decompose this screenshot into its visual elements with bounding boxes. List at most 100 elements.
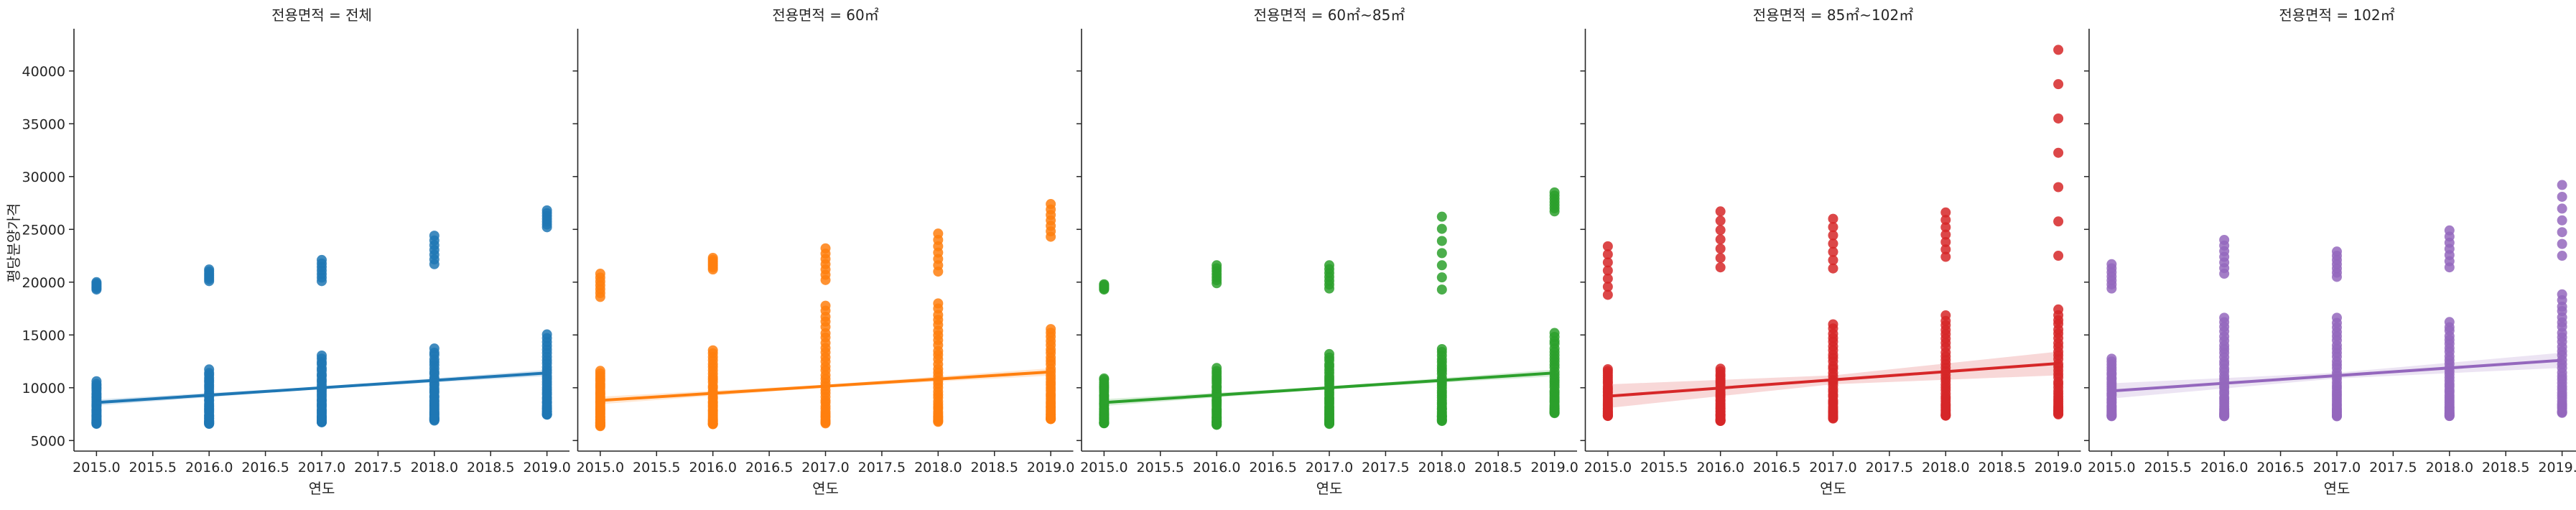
data-point bbox=[1940, 222, 1951, 233]
data-point bbox=[1715, 363, 1726, 374]
facet-panel-4: 전용면적 = 85㎡~102㎡ 2015.0 2015.5 2016.0 2016.5 2… bbox=[1580, 6, 2082, 497]
data-point bbox=[707, 252, 718, 263]
data-point bbox=[1099, 373, 1110, 384]
data-point bbox=[2557, 289, 2567, 300]
regression-line bbox=[2111, 358, 2562, 393]
data-point bbox=[1602, 241, 1613, 251]
data-point bbox=[1828, 238, 1838, 249]
data-point bbox=[2444, 317, 2455, 328]
x-tick-label: 2017.5 bbox=[1362, 460, 1409, 476]
data-point bbox=[1212, 260, 1222, 271]
x-tick-label: 2015.0 bbox=[1080, 460, 1127, 476]
x-tick-label: 2016.0 bbox=[689, 460, 736, 476]
data-point bbox=[1828, 213, 1838, 224]
data-point bbox=[1436, 260, 1447, 271]
x-axis-label: 연도 bbox=[812, 480, 839, 497]
regression-line bbox=[1104, 371, 1555, 404]
x-tick-label: 2018.5 bbox=[970, 460, 1018, 476]
data-point bbox=[1940, 229, 1951, 240]
x-tick-label: 2016.5 bbox=[241, 460, 289, 476]
x-tick-label: 2017.5 bbox=[354, 460, 401, 476]
x-tick-label: 2018.5 bbox=[1978, 460, 2025, 476]
data-point bbox=[1602, 282, 1613, 292]
data-point bbox=[1828, 319, 1838, 330]
data-point bbox=[2106, 353, 2117, 364]
x-tick-label: 2016.0 bbox=[2200, 460, 2248, 476]
data-point bbox=[1715, 225, 1726, 236]
data-point bbox=[1436, 211, 1447, 222]
x-tick-label: 2017.0 bbox=[298, 460, 345, 476]
data-point bbox=[1099, 279, 1110, 289]
facet-panel-1: 전용면적 = 전체 2015.0 2015.5 2016.0 2016.5 2017.0 2… bbox=[22, 6, 571, 497]
data-point bbox=[1828, 255, 1838, 266]
data-point bbox=[2557, 203, 2567, 214]
data-point bbox=[2219, 312, 2230, 323]
data-point bbox=[1940, 207, 1951, 218]
data-point bbox=[1046, 324, 1056, 335]
data-point bbox=[2557, 191, 2567, 202]
facet-title: 전용면적 = 85㎡~102㎡ bbox=[1753, 6, 1913, 24]
x-tick-label: 2019.0 bbox=[2035, 460, 2082, 476]
data-point bbox=[933, 228, 944, 239]
y-tick-label: 5000 bbox=[31, 433, 65, 449]
data-point bbox=[429, 231, 440, 241]
data-point bbox=[1602, 289, 1613, 300]
x-tick-label: 2016.0 bbox=[1193, 460, 1240, 476]
data-point bbox=[1940, 310, 1951, 321]
facets-layer: 전용면적 = 전체 2015.0 2015.5 2016.0 2016.5 2017.0 2… bbox=[22, 6, 2576, 497]
data-point bbox=[1828, 246, 1838, 257]
data-point bbox=[1436, 236, 1447, 246]
x-tick-label: 2018.0 bbox=[2426, 460, 2473, 476]
x-tick-label: 2016.0 bbox=[1696, 460, 1744, 476]
data-point bbox=[1602, 273, 1613, 284]
y-tick-label: 25000 bbox=[22, 222, 65, 238]
data-point bbox=[1046, 199, 1056, 210]
x-tick-label: 2018.5 bbox=[467, 460, 514, 476]
x-tick-label: 2018.5 bbox=[1474, 460, 1522, 476]
x-tick-label: 2017.5 bbox=[858, 460, 906, 476]
data-point bbox=[2444, 225, 2455, 236]
x-tick-label: 2016.5 bbox=[2256, 460, 2304, 476]
x-tick-label: 2018.5 bbox=[2482, 460, 2529, 476]
x-tick-label: 2019.0 bbox=[2538, 460, 2576, 476]
data-point bbox=[1828, 222, 1838, 233]
data-point bbox=[317, 254, 327, 265]
data-point bbox=[1828, 230, 1838, 241]
y-tick-label: 35000 bbox=[22, 116, 65, 132]
x-tick-label: 2015.0 bbox=[73, 460, 120, 476]
data-point bbox=[1324, 260, 1334, 271]
x-tick-label: 2018.0 bbox=[411, 460, 458, 476]
data-point bbox=[1212, 363, 1222, 374]
x-axis-label: 연도 bbox=[1820, 480, 1846, 497]
data-point bbox=[2332, 312, 2342, 323]
data-point bbox=[2557, 180, 2567, 190]
facet-panel-5: 전용면적 = 102㎡ 2015.0 2015.5 2016.0 2016.5 2017.… bbox=[2084, 6, 2576, 497]
regression-line bbox=[96, 371, 547, 404]
data-point bbox=[541, 205, 552, 215]
x-tick-label: 2017.0 bbox=[801, 460, 849, 476]
data-point bbox=[2106, 259, 2117, 269]
x-axis-label: 연도 bbox=[1316, 480, 1343, 497]
data-point bbox=[91, 376, 102, 386]
data-point bbox=[820, 243, 831, 254]
regression-line bbox=[600, 370, 1051, 402]
data-point bbox=[1715, 206, 1726, 217]
data-point bbox=[1436, 284, 1447, 295]
data-point bbox=[933, 298, 944, 309]
data-point bbox=[91, 277, 102, 287]
x-tick-label: 2015.5 bbox=[1137, 460, 1184, 476]
facet-title: 전용면적 = 전체 bbox=[271, 6, 372, 24]
x-tick-label: 2016.5 bbox=[745, 460, 793, 476]
data-point bbox=[707, 345, 718, 356]
data-point bbox=[1549, 328, 1560, 338]
facet-panel-3: 전용면적 = 60㎡~85㎡ 2015.0 2015.5 2016.0 2016.5 20… bbox=[1077, 6, 1578, 497]
x-tick-label: 2017.0 bbox=[1306, 460, 1353, 476]
y-tick-label: 30000 bbox=[22, 170, 65, 185]
data-point bbox=[2557, 238, 2567, 249]
data-point bbox=[1715, 215, 1726, 226]
data-point bbox=[2053, 147, 2064, 158]
x-tick-label: 2015.5 bbox=[633, 460, 680, 476]
data-point bbox=[1940, 251, 1951, 262]
data-point bbox=[1715, 244, 1726, 254]
